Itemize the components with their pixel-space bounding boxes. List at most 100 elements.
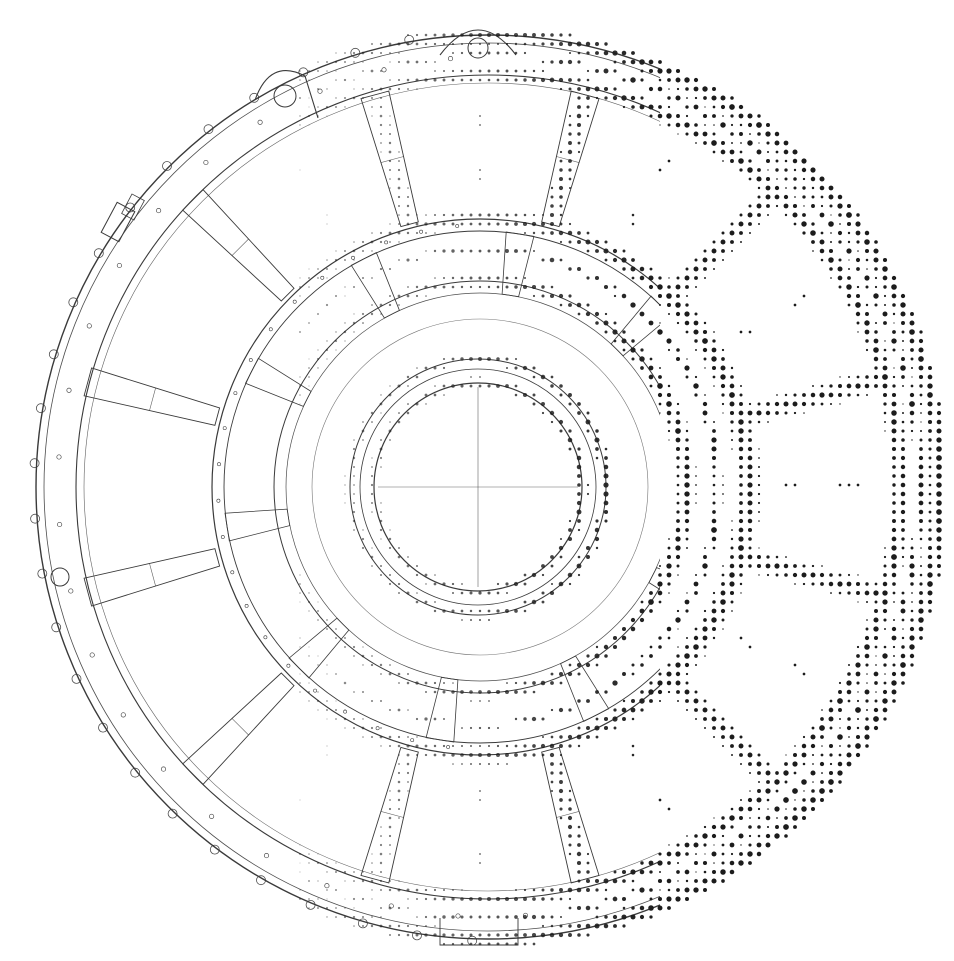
halftone-dot	[901, 537, 905, 541]
halftone-dot	[909, 392, 915, 398]
halftone-dot	[765, 194, 771, 200]
halftone-dot	[514, 915, 518, 919]
halftone-dot	[721, 816, 725, 820]
halftone-dot	[918, 374, 924, 380]
halftone-dot	[675, 536, 681, 542]
halftone-dot	[424, 393, 428, 397]
halftone-dot	[335, 295, 337, 297]
halftone-dot	[352, 321, 356, 325]
halftone-dot	[595, 249, 599, 253]
halftone-dot	[532, 33, 536, 37]
halftone-dot	[416, 592, 418, 594]
halftone-dot	[757, 213, 761, 217]
halftone-dot	[594, 923, 600, 929]
halftone-dot	[541, 600, 545, 604]
halftone-dot	[900, 311, 906, 317]
halftone-dot	[344, 502, 346, 504]
halftone-dot	[577, 150, 581, 154]
halftone-dot	[882, 698, 888, 704]
halftone-dot	[299, 115, 301, 117]
halftone-dot	[380, 466, 382, 468]
halftone-dot	[603, 500, 609, 506]
halftone-dot	[541, 222, 545, 226]
halftone-dot	[712, 627, 716, 631]
halftone-dot	[469, 249, 473, 253]
halftone-dot	[397, 60, 401, 64]
halftone-dot	[909, 401, 915, 407]
halftone-dot	[856, 726, 860, 730]
halftone-dot	[927, 554, 933, 560]
halftone-dot	[541, 294, 545, 298]
halftone-dot	[676, 861, 680, 865]
halftone-dot	[659, 871, 661, 873]
halftone-dot	[586, 105, 590, 109]
halftone-dot	[873, 707, 879, 713]
halftone-dot	[407, 736, 409, 738]
halftone-dot	[550, 780, 554, 784]
halftone-dot	[712, 726, 716, 730]
halftone-dot	[299, 277, 301, 279]
halftone-dot	[326, 898, 328, 900]
rim-clamp-2	[121, 193, 145, 221]
halftone-dot	[819, 788, 825, 794]
halftone-dot	[379, 123, 383, 127]
halftone-dot	[775, 771, 779, 775]
halftone-dot	[919, 447, 923, 451]
halftone-dot	[559, 159, 563, 163]
halftone-dot	[900, 455, 906, 461]
halftone-dot	[657, 392, 663, 398]
halftone-dot	[577, 519, 581, 523]
halftone-dot	[460, 753, 464, 757]
halftone-dot	[900, 302, 906, 308]
halftone-dot	[424, 681, 428, 685]
halftone-dot	[326, 916, 328, 918]
halftone-dot	[362, 736, 364, 738]
halftone-dot	[308, 646, 310, 648]
halftone-dot	[758, 511, 760, 513]
halftone-dot	[380, 142, 382, 144]
halftone-dot	[712, 483, 716, 487]
halftone-dot	[730, 159, 734, 163]
halftone-dot	[594, 653, 600, 659]
bolt-hole	[419, 229, 424, 234]
halftone-dot	[541, 69, 545, 73]
halftone-dot	[765, 131, 771, 137]
halftone-dot	[667, 663, 671, 667]
halftone-dot	[370, 312, 374, 316]
halftone-dot	[523, 888, 527, 892]
halftone-dot	[640, 600, 644, 604]
halftone-dot	[846, 680, 852, 686]
halftone-dot	[631, 753, 635, 757]
halftone-dot	[532, 744, 536, 748]
halftone-dot	[756, 761, 762, 767]
halftone-dot	[299, 637, 301, 639]
halftone-dot	[577, 132, 581, 136]
halftone-dot	[838, 285, 842, 289]
halftone-dot	[911, 601, 913, 603]
halftone-dot	[666, 554, 672, 560]
halftone-dot	[828, 221, 834, 227]
halftone-dot	[865, 303, 869, 307]
halftone-dot	[830, 214, 832, 216]
halftone-dot	[541, 753, 545, 757]
halftone-dot	[577, 474, 581, 478]
halftone-dot	[873, 725, 879, 731]
halftone-dot	[442, 384, 446, 388]
halftone-dot	[434, 385, 436, 387]
halftone-dot	[711, 446, 717, 452]
halftone-dot	[838, 708, 842, 712]
halftone-dot	[649, 888, 653, 892]
halftone-dot	[658, 375, 662, 379]
halftone-dot	[748, 420, 752, 424]
halftone-dot	[693, 86, 699, 92]
halftone-dot	[775, 168, 779, 172]
halftone-dot	[550, 897, 554, 901]
halftone-dot	[712, 429, 716, 433]
halftone-dot	[630, 77, 636, 83]
halftone-dot	[361, 96, 365, 100]
halftone-dot	[523, 753, 527, 757]
halftone-dot	[882, 383, 888, 389]
halftone-dot	[910, 555, 914, 559]
halftone-dot	[559, 753, 563, 757]
halftone-dot	[531, 284, 537, 290]
